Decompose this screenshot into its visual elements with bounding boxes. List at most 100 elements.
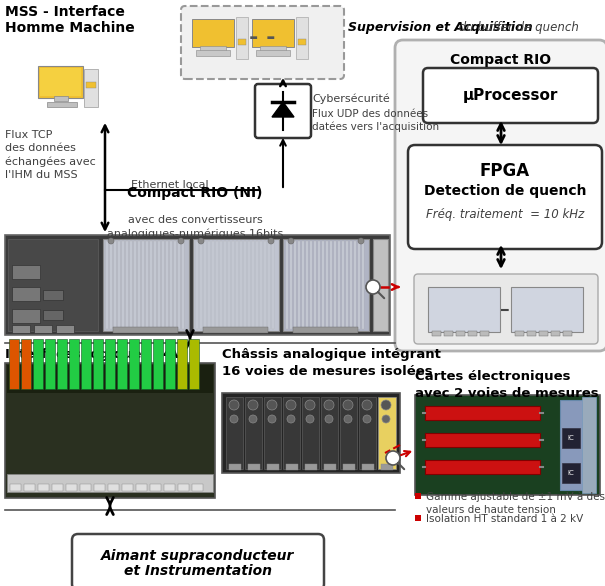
Bar — [359, 397, 376, 469]
Text: Isolation HT standard 1 à 2 kV: Isolation HT standard 1 à 2 kV — [426, 514, 583, 524]
Circle shape — [288, 238, 294, 244]
Bar — [54, 96, 68, 101]
Bar — [539, 331, 548, 336]
Bar — [236, 17, 248, 59]
Bar — [286, 464, 298, 470]
Bar — [256, 50, 290, 56]
Bar — [5, 363, 215, 498]
Bar — [286, 241, 288, 329]
Circle shape — [267, 400, 277, 410]
Text: µProcessor: µProcessor — [463, 88, 558, 103]
Bar — [108, 484, 119, 491]
Text: Flux UDP des données
datées vers l'acquisition: Flux UDP des données datées vers l'acqui… — [312, 109, 439, 132]
Text: Flux TCP
des données
échangées avec
l'IHM du MSS: Flux TCP des données échangées avec l'IH… — [5, 130, 96, 180]
Bar — [118, 241, 120, 329]
Bar — [236, 241, 238, 329]
Bar — [178, 484, 189, 491]
Bar — [515, 331, 524, 336]
Bar — [153, 339, 163, 389]
Bar — [342, 241, 344, 329]
Bar — [415, 493, 421, 499]
Bar — [468, 331, 477, 336]
Bar — [52, 484, 63, 491]
Circle shape — [325, 415, 333, 423]
Bar — [12, 325, 30, 333]
Bar — [296, 17, 308, 59]
Bar — [103, 239, 189, 331]
Bar — [122, 484, 133, 491]
Bar — [238, 39, 246, 45]
FancyBboxPatch shape — [395, 40, 605, 351]
Bar — [196, 50, 230, 56]
Bar — [141, 339, 151, 389]
Circle shape — [358, 238, 364, 244]
Bar — [38, 66, 83, 98]
Bar — [47, 102, 77, 107]
Bar — [24, 484, 35, 491]
Bar — [268, 241, 270, 329]
Circle shape — [268, 415, 276, 423]
Bar — [298, 39, 306, 45]
Bar — [80, 484, 91, 491]
FancyBboxPatch shape — [72, 534, 324, 586]
Bar — [114, 241, 116, 329]
Bar — [252, 19, 294, 47]
Bar — [174, 241, 176, 329]
Circle shape — [268, 238, 274, 244]
FancyBboxPatch shape — [255, 84, 311, 138]
Text: Compact RIO: Compact RIO — [451, 53, 552, 67]
Bar — [113, 327, 178, 333]
Bar — [334, 241, 336, 329]
Bar — [142, 241, 144, 329]
Bar — [381, 464, 393, 470]
Text: Châssis analogique intégrant
16 voies de mesures isolées: Châssis analogique intégrant 16 voies de… — [222, 348, 441, 378]
Circle shape — [366, 280, 380, 294]
Circle shape — [286, 400, 296, 410]
Circle shape — [363, 415, 371, 423]
Bar — [283, 397, 300, 469]
Text: Gamme ajustable de ±1 mV à des
valeurs de haute tension: Gamme ajustable de ±1 mV à des valeurs d… — [426, 492, 605, 515]
Bar — [244, 241, 246, 329]
FancyBboxPatch shape — [423, 68, 598, 123]
FancyBboxPatch shape — [408, 145, 602, 249]
Bar — [324, 464, 336, 470]
Bar — [38, 484, 49, 491]
Bar — [330, 241, 332, 329]
Bar — [378, 397, 396, 469]
Bar — [343, 464, 355, 470]
Bar — [245, 397, 262, 469]
Bar — [94, 484, 105, 491]
Bar — [256, 241, 258, 329]
Bar — [428, 287, 500, 332]
Bar — [34, 325, 52, 333]
Circle shape — [324, 400, 334, 410]
Bar — [212, 241, 214, 329]
Bar — [193, 239, 279, 331]
Bar — [43, 310, 63, 320]
Bar — [480, 331, 489, 336]
Bar — [248, 241, 250, 329]
Bar — [226, 397, 243, 469]
Bar — [551, 331, 560, 336]
Bar — [305, 464, 317, 470]
Bar — [66, 484, 77, 491]
Circle shape — [386, 451, 400, 465]
Bar — [298, 241, 300, 329]
Bar — [8, 239, 98, 331]
Circle shape — [382, 415, 390, 423]
Bar — [240, 241, 242, 329]
Circle shape — [306, 415, 314, 423]
Text: IC: IC — [567, 470, 574, 476]
Bar — [7, 474, 213, 492]
Bar — [425, 460, 540, 474]
Bar — [272, 241, 274, 329]
Bar — [208, 241, 210, 329]
Bar — [306, 241, 308, 329]
Bar — [248, 464, 260, 470]
Bar — [260, 46, 286, 51]
Bar — [302, 397, 319, 469]
Bar — [192, 484, 203, 491]
Bar — [12, 309, 40, 323]
Bar — [182, 241, 184, 329]
Bar — [228, 241, 230, 329]
